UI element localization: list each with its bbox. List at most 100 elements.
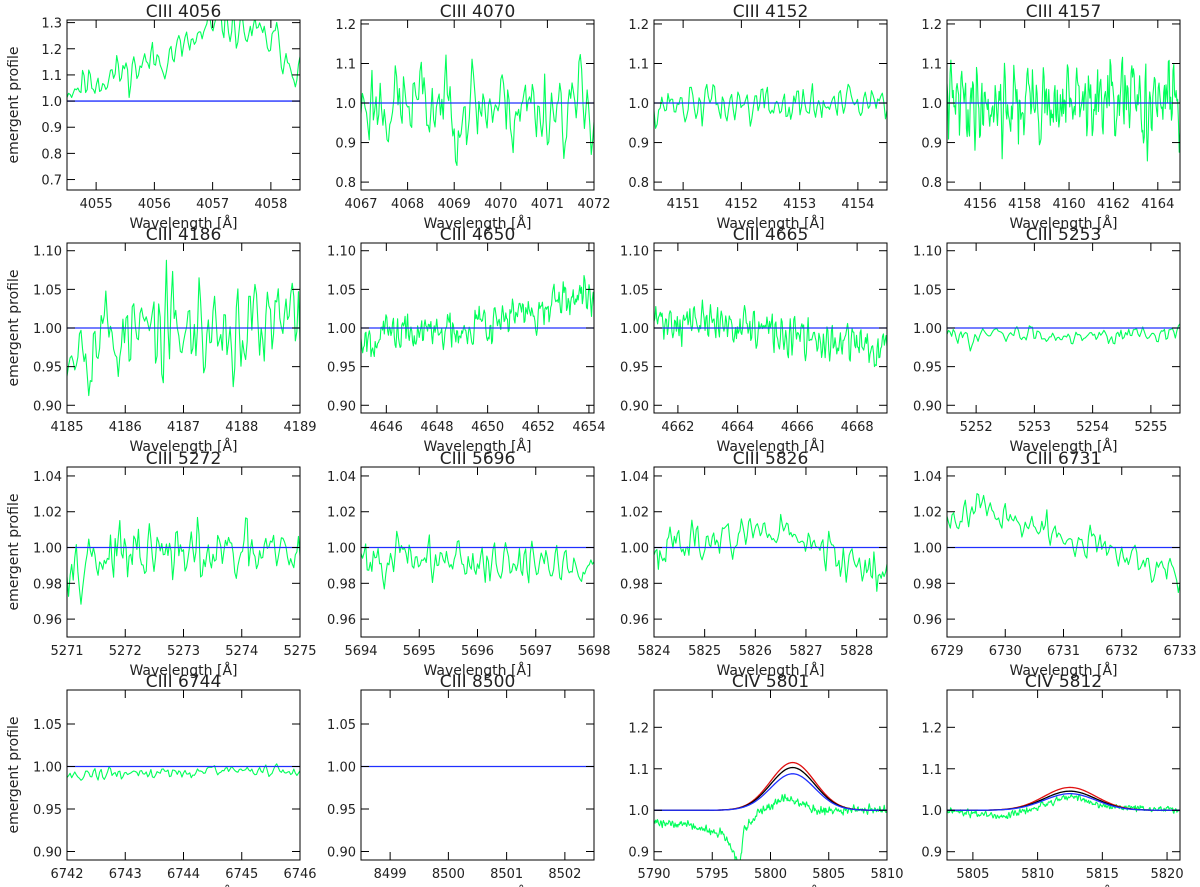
y-tick-label: 0.96 [620, 613, 649, 628]
series-model-red-line [654, 761, 887, 811]
x-tick-label: 4068 [391, 197, 424, 212]
y-tick-label: 0.96 [327, 613, 356, 628]
x-tick-label: 4185 [50, 420, 83, 435]
series-model-blue-line [947, 793, 1180, 811]
series-observed-line [654, 513, 887, 592]
panel-title: CIII 4152 [733, 2, 809, 22]
x-tick-label: 4164 [1141, 197, 1174, 212]
plot-area [654, 299, 887, 368]
axes-frame [360, 466, 595, 638]
panel-title: CIII 4056 [146, 2, 222, 22]
y-tick-label: 0.7 [41, 174, 62, 189]
panel-title: CIII 5272 [146, 449, 222, 469]
y-tick-label: 1.05 [327, 283, 356, 298]
panel-title: CIII 4186 [146, 225, 222, 245]
x-tick-label: 5695 [403, 644, 436, 659]
plot-area [67, 763, 300, 781]
y-tick-label: 0.95 [327, 803, 356, 818]
panel-title: CIII 4157 [1026, 2, 1102, 22]
y-tick-label: 1.05 [33, 718, 62, 733]
y-tick-label: 0.90 [33, 399, 62, 414]
series-observed-line [654, 793, 887, 860]
y-tick-label: 0.9 [921, 137, 942, 152]
x-tick-label: 4057 [196, 197, 229, 212]
y-tick-label: 0.90 [620, 399, 649, 414]
x-tick-label: 4652 [522, 420, 555, 435]
panel-ciii-4152: 4151 4152 4153 4154 0.8 0.9 1.0 1.1 1.2 CIII 4152… [628, 2, 888, 232]
series-observed-line [67, 763, 300, 781]
plot-area [947, 56, 1180, 162]
y-tick-label: 1.00 [913, 542, 942, 557]
plot-area [361, 274, 594, 358]
x-tick-label: 4188 [225, 420, 258, 435]
y-tick-label: 0.9 [335, 137, 356, 152]
x-tick-label: 4154 [841, 197, 874, 212]
y-tick-label: 1.1 [628, 57, 649, 72]
x-tick-label: 5696 [461, 644, 494, 659]
series-model-blue-line [654, 773, 887, 811]
y-tick-label: 1.3 [41, 17, 62, 32]
x-tick-label: 4662 [661, 420, 694, 435]
x-axis-label: Wavelength [Å] [1009, 438, 1117, 455]
series-observed-line [947, 793, 1180, 819]
plot-area [947, 786, 1180, 819]
panel-ciii-6744: 6742 6743 6744 6745 6746 0.90 0.95 1.00 1.05 CIII… [6, 672, 317, 887]
axes-frame [946, 466, 1181, 638]
series-observed-line [947, 493, 1180, 594]
y-tick-label: 0.8 [628, 176, 649, 191]
x-tick-label: 4158 [1008, 197, 1041, 212]
series-observed-line [947, 56, 1180, 162]
x-tick-label: 4071 [531, 197, 564, 212]
axes-frame [653, 466, 888, 638]
panel-title: CIV 5812 [1025, 672, 1102, 692]
axes-frame [360, 689, 595, 861]
y-tick-label: 1.0 [41, 95, 62, 110]
y-tick-label: 0.90 [913, 399, 942, 414]
x-tick-label: 4069 [438, 197, 471, 212]
panel-ciii-4056: 4055 4056 4057 4058 0.7 0.8 0.9 1.0 1.1 1.2 1.3 CII… [6, 2, 301, 232]
series-observed-line [361, 530, 594, 590]
x-tick-label: 4664 [721, 420, 754, 435]
x-tick-label: 6729 [930, 644, 963, 659]
x-tick-label: 8502 [548, 867, 581, 882]
panel-civ-5812: 5805 5810 5815 5820 0.9 1.0 1.1 1.2 CIV 5812 Wave… [921, 672, 1183, 887]
x-tick-label: 5826 [739, 644, 772, 659]
x-axis-label: Wavelength [Å] [129, 438, 237, 455]
plot-area [67, 20, 300, 102]
y-tick-label: 1.00 [33, 761, 62, 776]
y-tick-label: 0.95 [913, 361, 942, 376]
y-tick-label: 0.9 [628, 137, 649, 152]
x-tick-label: 5810 [870, 867, 903, 882]
y-tick-label: 0.9 [921, 846, 942, 861]
y-axis-label: emergent profile [6, 270, 22, 387]
x-tick-label: 5694 [344, 644, 377, 659]
axes-frame [946, 19, 1181, 191]
panel-ciii-4070: 4067 4068 4069 4070 4071 4072 0.8 0.9 1.0 1.1 1.2 C… [335, 2, 610, 232]
y-tick-label: 1.1 [921, 57, 942, 72]
plot-area [361, 530, 594, 590]
panel-ciii-5253: 5252 5253 5254 5255 0.90 0.95 1.00 1.05 1.10 CIII… [913, 225, 1181, 455]
y-tick-label: 1.0 [335, 97, 356, 112]
plot-area [654, 83, 887, 129]
axes-frame [360, 19, 595, 191]
x-axis-label: Wavelength [Å] [716, 438, 824, 455]
series-observed-line [67, 516, 300, 605]
x-axis-label: Wavelength [Å] [423, 215, 531, 232]
series-observed-line [361, 274, 594, 358]
x-tick-label: 5810 [1021, 867, 1054, 882]
x-tick-label: 4668 [841, 420, 874, 435]
y-tick-label: 1.05 [620, 283, 649, 298]
axes-frame [946, 689, 1181, 861]
y-tick-label: 1.04 [327, 470, 356, 485]
panel-ciii-6731: 6729 6730 6731 6732 6733 0.96 0.98 1.00 1.02 1.04… [913, 449, 1197, 679]
x-tick-label: 5275 [283, 644, 316, 659]
y-tick-label: 0.95 [33, 361, 62, 376]
y-tick-label: 0.98 [620, 577, 649, 592]
axes-frame [66, 19, 301, 191]
panel-title: CIV 5801 [732, 672, 809, 692]
x-tick-label: 5824 [637, 644, 670, 659]
x-tick-label: 4648 [420, 420, 453, 435]
y-tick-label: 0.98 [33, 577, 62, 592]
x-axis-label: Wavelength [Å] [716, 662, 824, 679]
panel-ciii-4650: 4646 4648 4650 4652 4654 0.90 0.95 1.00 1.05 1.10… [327, 225, 605, 455]
